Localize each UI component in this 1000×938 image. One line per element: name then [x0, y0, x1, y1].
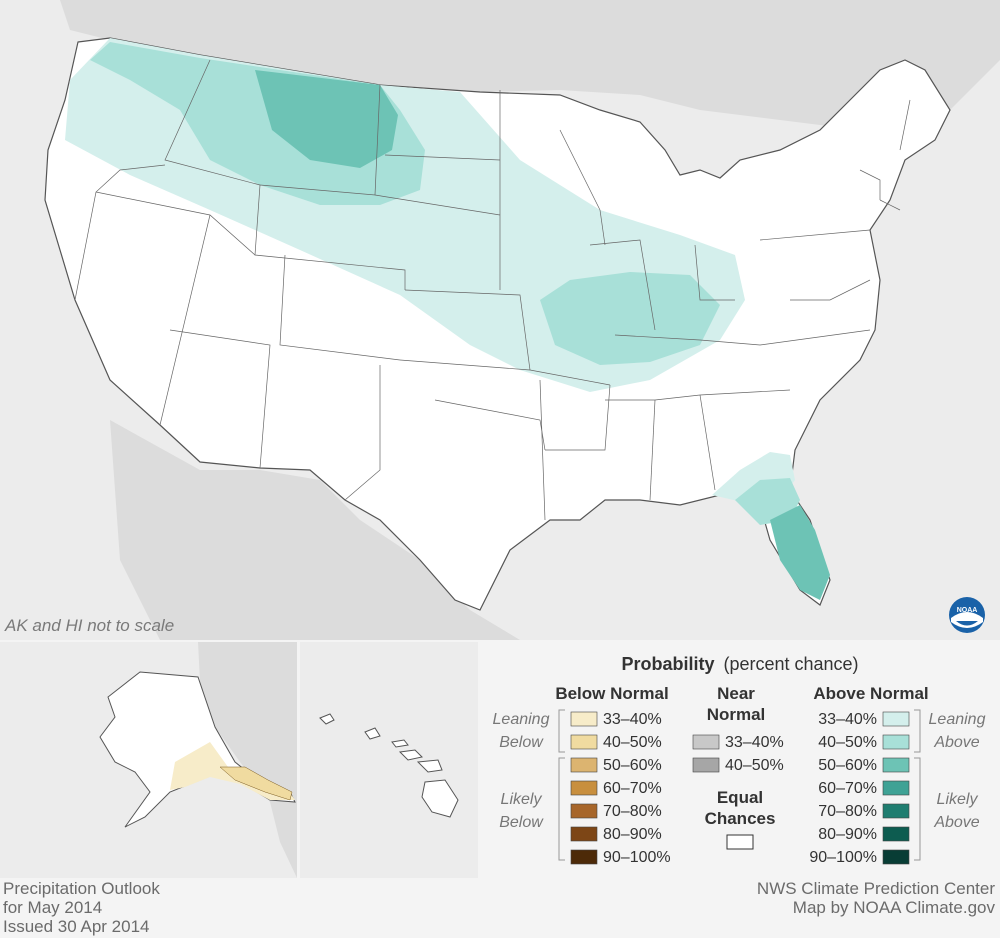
legend-title-note: (percent chance)	[723, 654, 858, 674]
state-borders	[74, 59, 911, 521]
below-normal-heading: Below Normal	[555, 684, 668, 703]
equal-chances-label-2: Chances	[705, 809, 776, 828]
leaning-below-label-2: Below	[499, 734, 544, 751]
above-range-4: 70–80%	[818, 803, 877, 820]
noaa-logo: NOAA	[949, 597, 985, 633]
credit-cpc: NWS Climate Prediction Center	[756, 879, 995, 898]
below-range-1: 40–50%	[603, 734, 662, 751]
legend-title: Probability	[621, 654, 714, 674]
canada-yukon	[198, 642, 297, 878]
below-range-0: 33–40%	[603, 711, 662, 728]
below-range-4: 70–80%	[603, 803, 662, 820]
above-range-2: 50–60%	[818, 757, 877, 774]
above-swatch-0	[882, 711, 910, 727]
likely-above-label-2: Above	[933, 814, 979, 831]
credit-climate-gov: Map by NOAA Climate.gov	[792, 898, 995, 917]
below-swatch-6	[570, 849, 598, 865]
leaning-above-bracket	[914, 709, 921, 753]
likely-above-bracket	[914, 757, 921, 861]
above-swatch-5	[882, 826, 910, 842]
below-normal-column: 33–40% 40–50% 50–60% 60–70% 70–80% 80–90% 90–1…	[570, 711, 671, 866]
near-normal-heading-1: Near	[717, 684, 755, 703]
equal-chances-label-1: Equal	[717, 788, 763, 807]
below-swatch-2	[570, 757, 598, 773]
footer-right: NWS Climate Prediction Center Map by NOA…	[757, 879, 995, 917]
above-swatch-2	[882, 757, 910, 773]
alaska-inset	[0, 642, 297, 878]
footer-left: Precipitation Outlook for May 2014 Issue…	[3, 879, 160, 936]
likely-above-florida	[770, 505, 830, 600]
below-swatch-1	[570, 734, 598, 750]
likely-above-montana	[255, 70, 398, 168]
likely-above-label-1: Likely	[937, 791, 979, 808]
above-range-3: 60–70%	[818, 780, 877, 797]
scale-note: AK and HI not to scale	[5, 616, 175, 635]
leaning-below-bracket	[558, 709, 565, 753]
alaska-moderate-below	[219, 766, 293, 801]
below-range-6: 90–100%	[603, 849, 671, 866]
above-range-1: 40–50%	[818, 734, 877, 751]
conus-map: AK and HI not to scale NOAA	[5, 0, 1000, 640]
leaning-below-label-1: Leaning	[493, 711, 550, 728]
above-swatch-1	[882, 734, 910, 750]
legend-title-group: Probability (percent chance)	[621, 654, 858, 674]
likely-below-label-1: Likely	[501, 791, 543, 808]
above-swatch-3	[882, 780, 910, 796]
near-range-1: 40–50%	[725, 757, 784, 774]
hawaii-inset	[300, 642, 478, 878]
below-swatch-4	[570, 803, 598, 819]
near-swatch-1	[692, 757, 720, 773]
above-normal-column: 33–40% 40–50% 50–60% 60–70% 70–80% 80–90% 90–1…	[809, 711, 910, 866]
above-swatch-4	[882, 803, 910, 819]
above-swatch-6	[882, 849, 910, 865]
canada-land	[60, 0, 1000, 160]
below-range-3: 60–70%	[603, 780, 662, 797]
leaning-above-label-1: Leaning	[929, 711, 986, 728]
conus-map-svg	[44, 0, 1000, 640]
likely-below-label-2: Below	[499, 814, 544, 831]
above-range-0: 33–40%	[818, 711, 877, 728]
below-range-2: 50–60%	[603, 757, 662, 774]
mexico-land	[110, 420, 520, 640]
moderate-above-midwest	[540, 272, 720, 365]
near-normal-column: 33–40% 40–50%	[692, 734, 784, 774]
above-range-5: 80–90%	[818, 826, 877, 843]
outlook-period: for May 2014	[3, 898, 103, 917]
below-swatch-5	[570, 826, 598, 842]
alaska-map-svg	[99, 642, 297, 878]
near-normal-heading-2: Normal	[707, 705, 766, 724]
legend-svg: Probability (percent chance) Below Norma…	[493, 654, 986, 866]
legend: Probability (percent chance) Below Norma…	[481, 642, 1000, 878]
below-side-labels: Leaning Below Likely Below	[493, 711, 550, 831]
leaning-above-label-2: Above	[933, 734, 979, 751]
hawaii-islands	[319, 713, 459, 818]
below-range-5: 80–90%	[603, 826, 662, 843]
below-swatch-3	[570, 780, 598, 796]
equal-chances-swatch	[726, 834, 754, 850]
issue-date: Issued 30 Apr 2014	[3, 917, 150, 936]
above-side-labels: Leaning Above Likely Above	[929, 711, 986, 831]
above-range-6: 90–100%	[809, 849, 877, 866]
svg-text:NOAA: NOAA	[957, 607, 978, 614]
hawaii-map-svg	[319, 713, 459, 818]
near-range-0: 33–40%	[725, 734, 784, 751]
near-swatch-0	[692, 734, 720, 750]
below-swatch-0	[570, 711, 598, 727]
outlook-title: Precipitation Outlook	[3, 879, 160, 898]
above-normal-heading: Above Normal	[813, 684, 928, 703]
likely-below-bracket	[558, 757, 565, 861]
